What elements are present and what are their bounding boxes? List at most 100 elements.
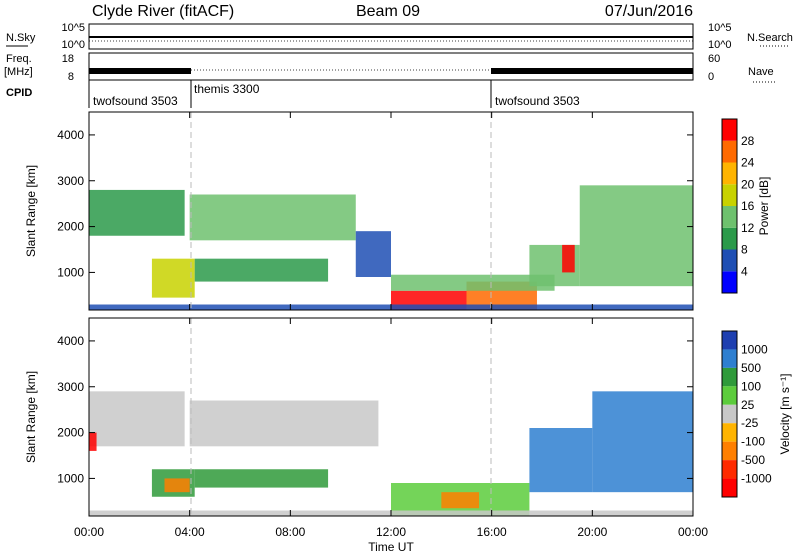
velocity-colorbar-ticks: 1000 500 100 25 -25 -100 -500 -1000 — [741, 342, 772, 485]
power-colorbar-tick-label: 4 — [741, 264, 748, 278]
power-region — [194, 258, 329, 282]
velocity-y-tick-label: 4000 — [57, 334, 84, 348]
power-region — [562, 244, 575, 273]
power-region — [579, 185, 693, 287]
velocity-colorbar-cell — [722, 349, 737, 368]
power-region — [355, 231, 391, 277]
power-colorbar-cell — [722, 227, 737, 250]
velocity-panel: 1000 2000 3000 4000 Slant Range [km] — [24, 317, 694, 517]
velocity-colorbar-cell — [722, 441, 737, 461]
power-region — [151, 258, 195, 298]
velocity-colorbar-cell — [722, 367, 737, 387]
velocity-y-ticks: 1000 2000 3000 4000 — [57, 334, 693, 485]
frequency-panel: Freq. [MHz] Nave 18 8 60 0 — [4, 52, 775, 83]
beam-title: Beam 09 — [356, 3, 420, 20]
power-colorbar-cell — [722, 206, 737, 228]
power-colorbar-tick-label: 20 — [741, 177, 755, 191]
station-title: Clyde River (fitACF) — [92, 3, 234, 20]
noise-left-tick-bottom: 10^0 — [61, 39, 85, 51]
power-panel: 1000 2000 3000 4000 Slant Range [km] — [24, 111, 694, 311]
power-colorbar-cell — [722, 119, 737, 141]
power-colorbar-tick-label: 16 — [741, 199, 755, 213]
nave-label: Nave — [748, 66, 774, 78]
velocity-colorbar-tick-label: -100 — [741, 435, 765, 449]
velocity-colorbar-tick-label: 500 — [741, 361, 761, 375]
power-colorbar-title: Power [dB] — [757, 177, 771, 236]
time-axis-label: Time UT — [368, 540, 414, 554]
power-y-tick-label: 4000 — [57, 128, 84, 142]
velocity-region — [441, 492, 480, 509]
time-axis-tick-label: 12:00 — [376, 525, 406, 539]
velocity-colorbar-cells — [722, 331, 737, 497]
frequency-trace-segment-3 — [491, 68, 693, 74]
power-region — [391, 274, 555, 291]
velocity-colorbar-tick-label: -1000 — [741, 472, 772, 486]
velocity-colorbar-cell — [722, 460, 737, 479]
noise-right-tick-bottom: 10^0 — [708, 39, 732, 51]
power-colorbar-cell — [722, 249, 737, 272]
velocity-colorbar: 1000 500 100 25 -25 -100 -500 -1000 Velocity [m… — [721, 330, 792, 498]
cpid-segment-1-label: twofsound 3503 — [93, 94, 178, 108]
time-axis-tick-label: 04:00 — [175, 525, 205, 539]
cpid-label: CPID — [6, 87, 32, 99]
velocity-region — [194, 469, 329, 488]
velocity-y-tick-label: 1000 — [57, 471, 84, 485]
time-axis: 00:00 04:00 08:00 12:00 16:00 20:00 00:00 — [74, 112, 708, 539]
cpid-panel: CPID twofsound 3503 themis 3300 twofsoun… — [6, 80, 580, 108]
power-colorbar-cell — [722, 184, 737, 206]
velocity-colorbar-tick-label: 25 — [741, 398, 755, 412]
velocity-region — [89, 391, 185, 447]
power-colorbar-cells — [722, 119, 737, 293]
velocity-colorbar-cell — [722, 478, 737, 497]
velocity-region — [189, 400, 379, 447]
velocity-colorbar-cell — [722, 423, 737, 442]
power-colorbar-frame — [721, 118, 738, 294]
frequency-label-1: Freq. — [6, 53, 32, 65]
frequency-trace-segment-1 — [89, 68, 191, 74]
power-y-tick-label: 3000 — [57, 174, 84, 188]
velocity-region — [529, 428, 593, 493]
power-y-tick-label: 1000 — [57, 265, 84, 279]
power-region — [89, 189, 185, 236]
noise-right-label: N.Search — [747, 32, 793, 44]
date-title: 07/Jun/2016 — [605, 3, 693, 20]
velocity-y-tick-label: 2000 — [57, 426, 84, 440]
time-axis-tick-label: 16:00 — [477, 525, 507, 539]
power-region — [189, 194, 356, 241]
power-y-tick-label: 2000 — [57, 220, 84, 234]
power-colorbar-cell — [722, 162, 737, 185]
frequency-tick-top: 18 — [62, 53, 74, 65]
velocity-colorbar-tick-label: 100 — [741, 379, 761, 393]
power-colorbar-tick-label: 8 — [741, 243, 748, 257]
power-colorbar-tick-label: 28 — [741, 134, 755, 148]
power-y-ticks: 1000 2000 3000 4000 — [57, 128, 693, 279]
velocity-colorbar-tick-label: 1000 — [741, 342, 768, 356]
velocity-colorbar-frame — [721, 330, 738, 498]
velocity-region — [164, 478, 190, 493]
power-y-axis-label: Slant Range [km] — [24, 165, 38, 257]
frequency-label-2: [MHz] — [4, 66, 33, 78]
time-axis-tick-label: 00:00 — [678, 525, 708, 539]
power-colorbar-tick-label: 24 — [741, 156, 755, 170]
velocity-region — [89, 432, 97, 451]
nave-tick-top: 60 — [708, 53, 720, 65]
frequency-tick-bottom: 8 — [68, 71, 74, 83]
velocity-colorbar-cell — [722, 386, 737, 405]
velocity-colorbar-title: Velocity [m s⁻¹] — [778, 373, 792, 454]
power-colorbar-cell — [722, 271, 737, 293]
time-axis-tick-label: 08:00 — [275, 525, 305, 539]
power-colorbar: 28 24 20 16 12 8 4 Power [dB] — [721, 118, 771, 294]
time-axis-tick-label: 20:00 — [577, 525, 607, 539]
velocity-y-tick-label: 3000 — [57, 380, 84, 394]
velocity-colorbar-cell — [722, 331, 737, 350]
velocity-colorbar-tick-label: -25 — [741, 416, 759, 430]
noise-left-label: N.Sky — [6, 32, 36, 44]
noise-left-tick-top: 10^5 — [61, 22, 85, 34]
frequency-panel-frame — [88, 52, 694, 81]
cpid-segment-3-label: twofsound 3503 — [495, 94, 580, 108]
noise-right-tick-top: 10^5 — [708, 22, 732, 34]
cpid-segment-2-label: themis 3300 — [194, 82, 260, 96]
time-axis-tick-label: 00:00 — [74, 525, 104, 539]
noise-panel: N.Sky N.Search 10^5 10^0 10^5 10^0 — [6, 22, 793, 51]
